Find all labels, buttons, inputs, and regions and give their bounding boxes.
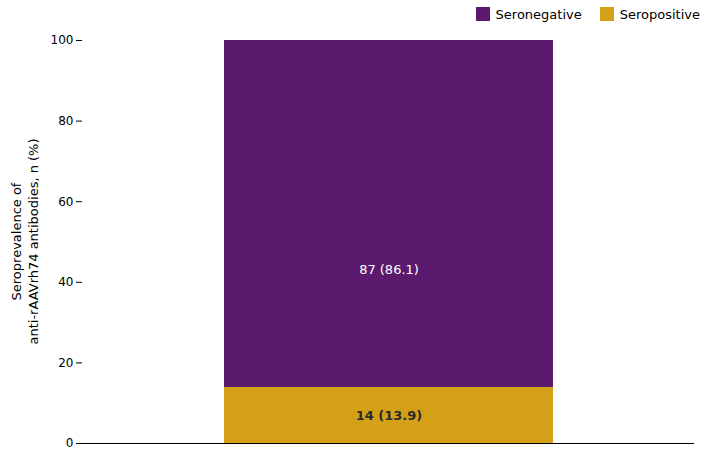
svg-text:0: 0 <box>66 436 74 450</box>
svg-text:40: 40 <box>58 275 73 289</box>
svg-text:60: 60 <box>58 195 73 209</box>
html-text:Seropositive: Seropositive <box>619 6 700 22</box>
svg-text:100: 100 <box>51 33 74 47</box>
svg-text:80: 80 <box>58 114 73 128</box>
svg-text:87 (86.1): 87 (86.1) <box>359 262 419 277</box>
svg-text:14 (13.9): 14 (13.9) <box>356 408 423 423</box>
html-text:Seronegative: Seronegative <box>495 6 582 22</box>
svg-text:Seroprevalence ofanti-rAAVrh74: Seroprevalence ofanti-rAAVrh74 antibodie… <box>9 138 42 344</box>
svg-text:20: 20 <box>58 356 73 370</box>
